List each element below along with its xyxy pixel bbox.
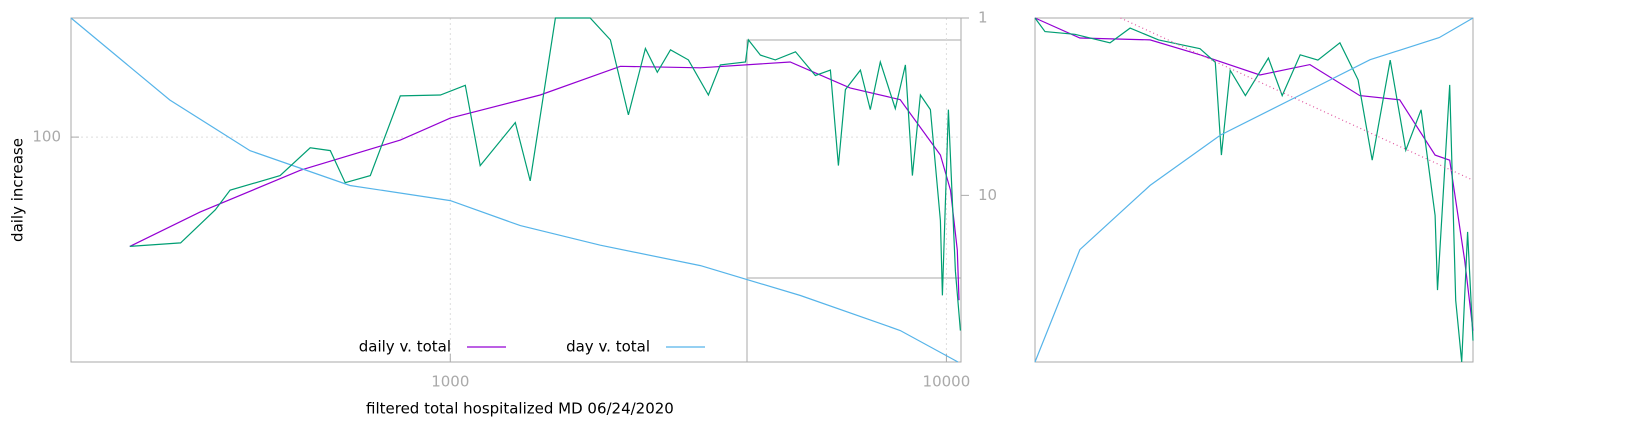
x-tick-label: 1000 [431,373,469,391]
series-line [1034,17,1474,331]
x-axis-label: filtered total hospitalized MD 06/24/202… [366,400,674,418]
series-line [1034,17,1474,363]
plot-border [70,17,962,363]
plot-border [1034,17,1474,363]
series-line [129,61,960,301]
series-line [70,17,959,363]
series-line [1120,17,1474,181]
y2-tick-label: 10 [978,186,997,204]
legend-label: daily v. total [359,338,451,356]
legend-label: day v. total [566,338,650,356]
x-tick-label: 10000 [923,373,971,391]
series-line [1034,17,1474,363]
series-line [129,17,961,331]
y-axis-label: daily increase [9,138,27,242]
y2-tick-label: 1 [978,9,988,27]
y-tick-label: 100 [32,128,61,146]
